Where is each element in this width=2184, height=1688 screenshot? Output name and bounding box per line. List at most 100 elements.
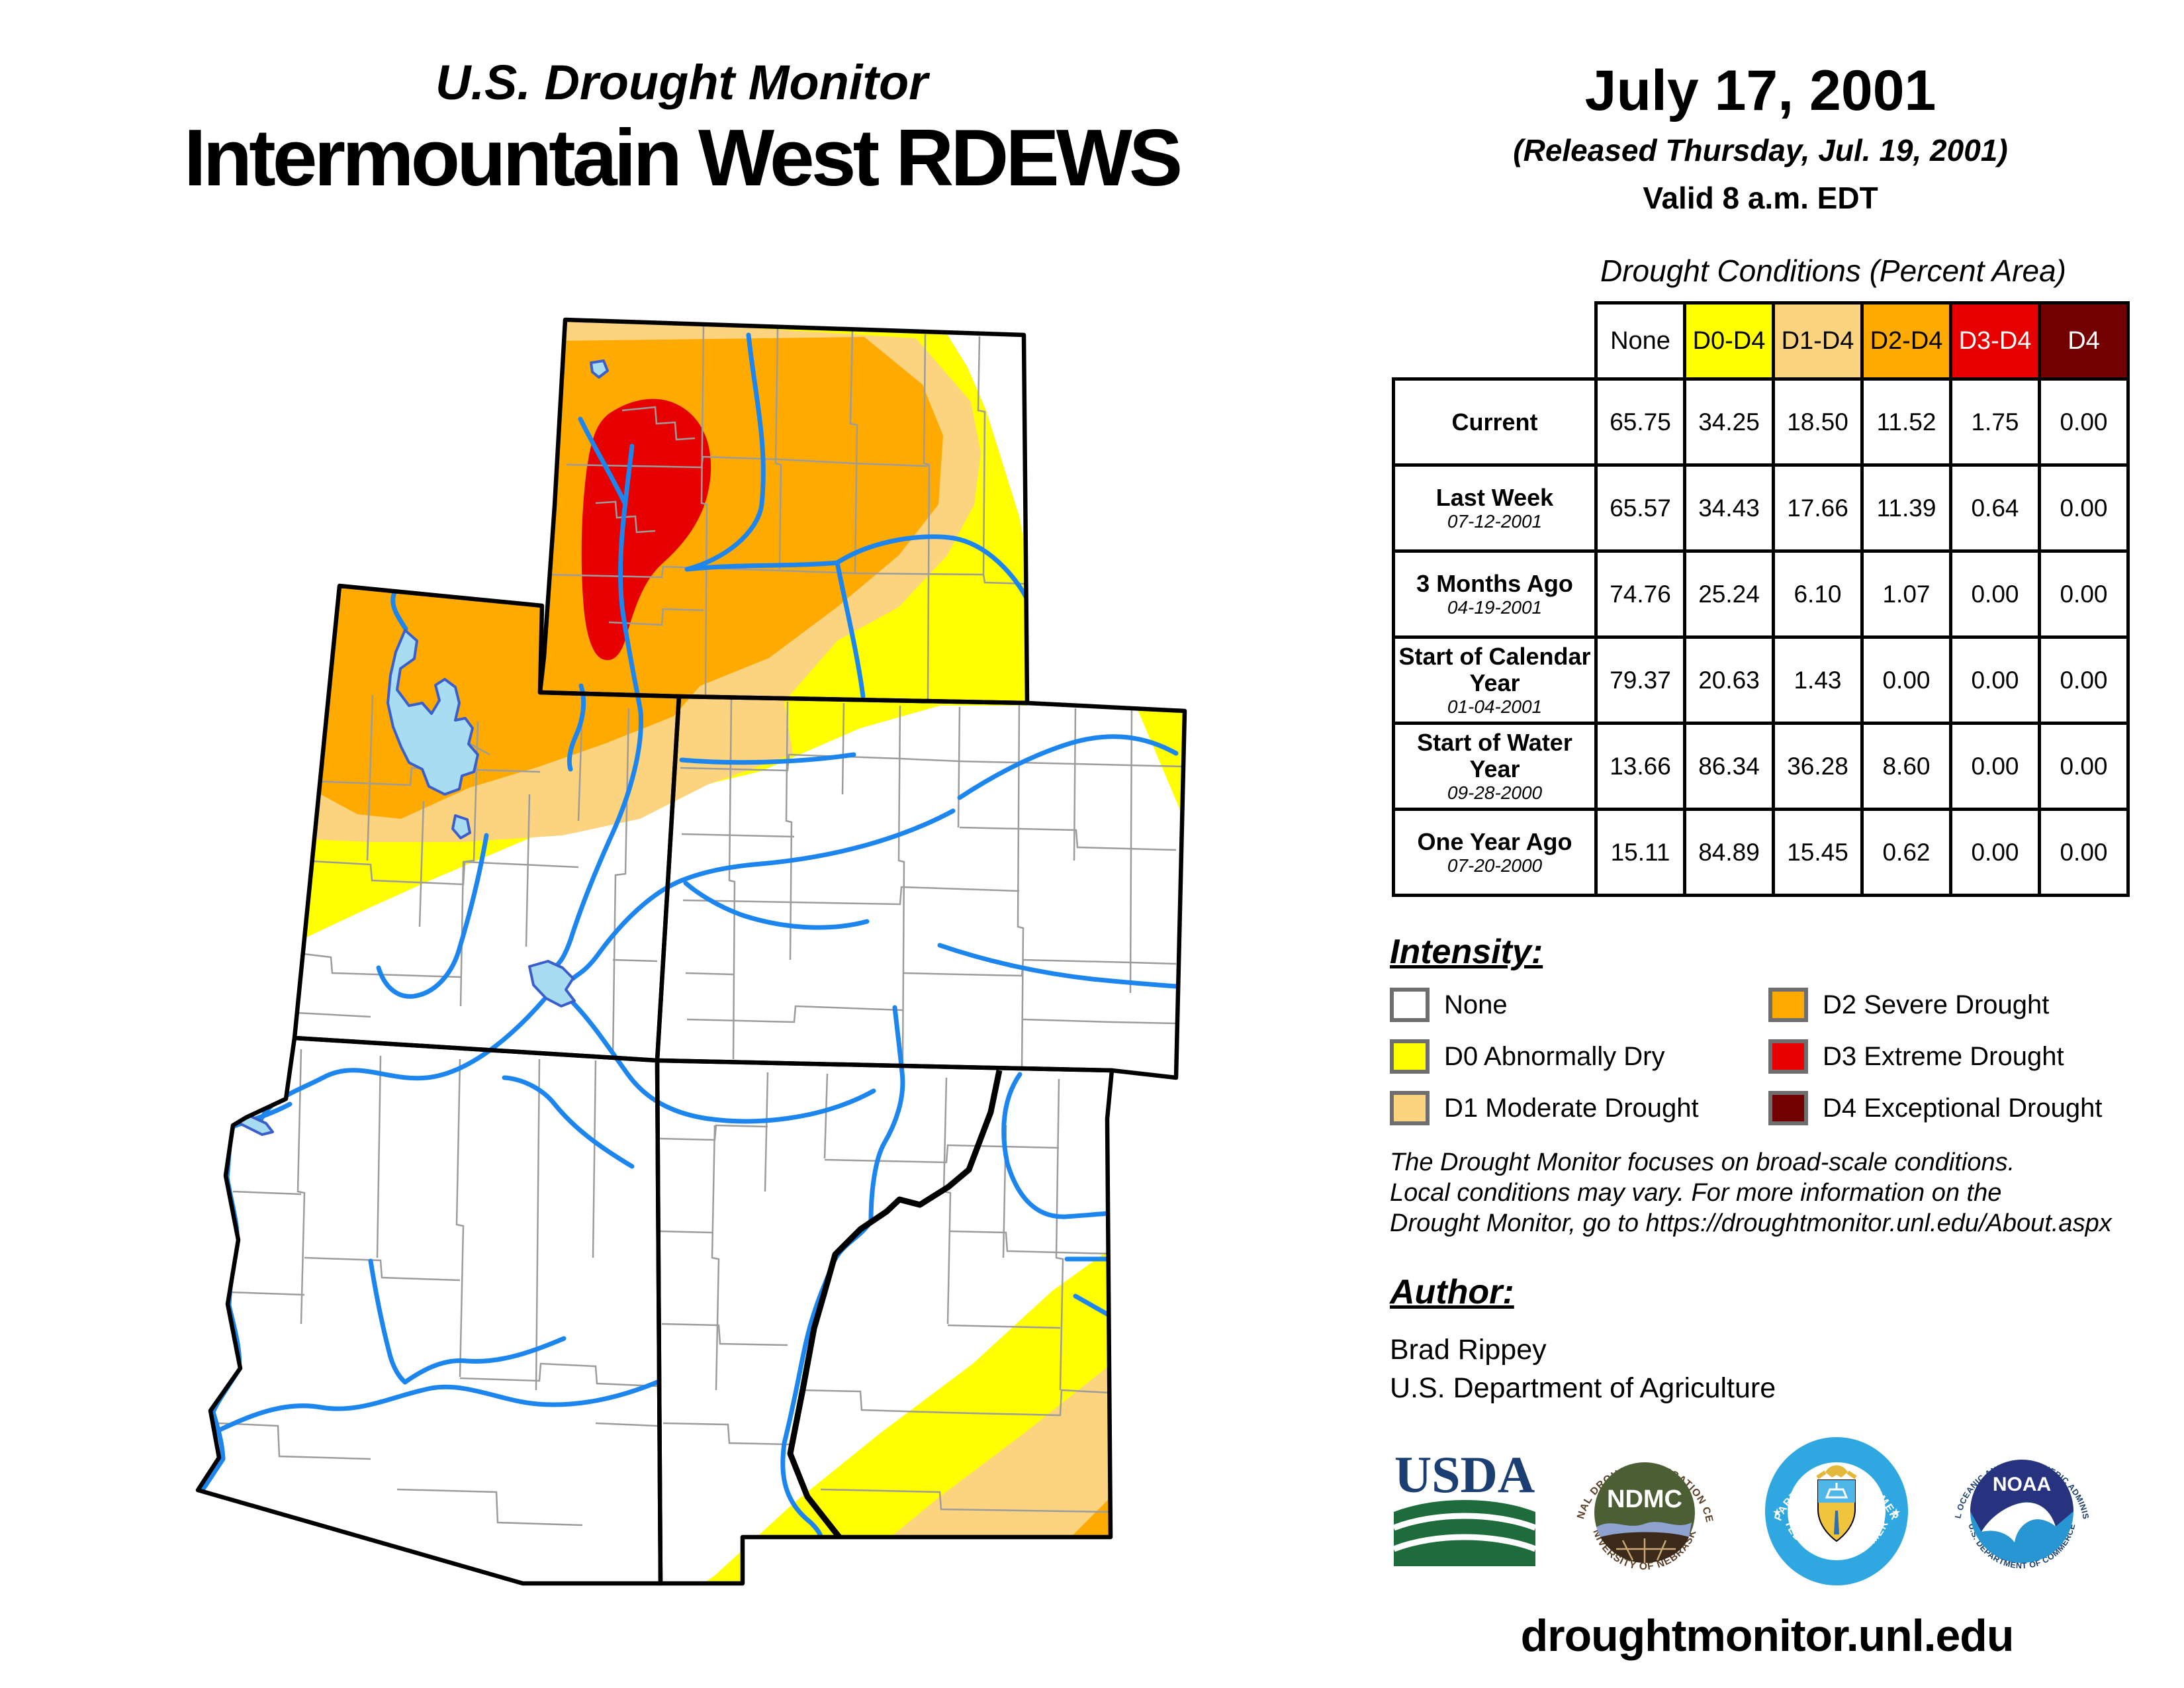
author-heading: Author: — [1390, 1273, 1514, 1311]
col-header-d1-d4: D1-D4 — [1772, 301, 1864, 381]
noaa-seagull — [1981, 1502, 2056, 1542]
legend-item-none: None — [1390, 988, 1508, 1022]
legend-swatch-d2 — [1768, 988, 1808, 1022]
table-row: Start of Water Year 09-28-2000 13.66 86.3… — [1392, 722, 2130, 811]
legend-swatch-d3 — [1768, 1039, 1808, 1074]
usda-logo: USDA — [1392, 1448, 1537, 1566]
legend-item-d0: D0 Abnormally Dry — [1390, 1039, 1664, 1074]
cell-value: 0.00 — [2038, 377, 2130, 467]
row-label: 3 Months Ago 04-19-2001 — [1392, 549, 1598, 639]
river-green — [552, 444, 643, 970]
river-salt — [402, 1336, 567, 1385]
table-header-row: None D0-D4 D1-D4 D2-D4 D3-D4 D4 — [1393, 301, 2130, 381]
cell-value: 8.60 — [1860, 722, 1952, 811]
legend-item-d3: D3 Extreme Drought — [1768, 1039, 2064, 1074]
doc-eagle — [1825, 1465, 1848, 1477]
great-salt-lake — [387, 629, 479, 796]
cell-value: 11.52 — [1860, 377, 1952, 467]
legend-item-d2: D2 Severe Drought — [1768, 988, 2049, 1022]
legend-swatch-d4 — [1768, 1091, 1808, 1125]
cell-value: 34.43 — [1683, 463, 1775, 553]
cell-value: 0.00 — [1949, 722, 2041, 811]
col-header-d0-d4: D0-D4 — [1683, 301, 1775, 381]
river-colorado — [570, 808, 956, 981]
cell-value: 34.25 — [1683, 377, 1775, 467]
col-header-d4: D4 — [2038, 301, 2130, 381]
cell-value: 6.10 — [1772, 549, 1864, 639]
cell-value: 1.07 — [1860, 549, 1952, 639]
cell-value: 0.00 — [2038, 549, 2130, 639]
river-arkansas — [937, 943, 1179, 989]
river-little-colorado — [502, 1075, 635, 1169]
cell-value: 11.39 — [1860, 463, 1952, 553]
table-title: Drought Conditions (Percent Area) — [1600, 254, 2066, 288]
cell-value: 79.37 — [1594, 635, 1686, 725]
cell-value: 25.24 — [1683, 549, 1775, 639]
row-label: Last Week 07-12-2001 — [1392, 463, 1598, 553]
col-header-none: None — [1594, 301, 1686, 381]
table-row: One Year Ago 07-20-2000 15.11 84.89 15.45… — [1392, 808, 2130, 897]
cell-value: 0.00 — [2038, 722, 2130, 811]
table-corner-blank — [1393, 303, 1596, 379]
legend-title: Intensity: — [1390, 933, 1543, 971]
footer-url: droughtmonitor.unl.edu — [1520, 1611, 2015, 1661]
author-name: Brad Rippey — [1390, 1334, 1547, 1366]
cell-value: 13.66 — [1594, 722, 1686, 811]
cell-value: 86.34 — [1683, 722, 1775, 811]
cell-value: 15.45 — [1772, 808, 1864, 897]
table-row: Current 65.75 34.25 18.50 11.52 1.75 0.0… — [1392, 377, 2130, 467]
rivers — [198, 332, 1179, 1540]
cell-value: 74.76 — [1594, 549, 1686, 639]
river-sevier — [376, 833, 489, 999]
cell-value: 0.00 — [2038, 808, 2130, 897]
cell-value: 65.57 — [1594, 463, 1686, 553]
river-yampa — [679, 752, 856, 765]
cell-value: 36.28 — [1772, 722, 1864, 811]
lakes — [230, 359, 609, 1136]
department-of-commerce-seal: DEPARTMENT OF COMMERCE UNITED STATES OF … — [1762, 1436, 1908, 1585]
region-title: Intermountain West RDEWS — [183, 113, 1183, 203]
lake-powell — [528, 960, 576, 1008]
cell-value: 0.00 — [1949, 635, 2041, 725]
cell-value: 17.66 — [1772, 463, 1864, 553]
table-row: Start of Calendar Year 01-04-2001 79.37 2… — [1392, 635, 2130, 725]
cell-value: 1.43 — [1772, 635, 1864, 725]
legend-swatch-none — [1390, 988, 1430, 1022]
cell-value: 15.11 — [1594, 808, 1686, 897]
table-row: 3 Months Ago 04-19-2001 74.76 25.24 6.10 … — [1392, 549, 2130, 639]
ndmc-acronym: NDMC — [1607, 1485, 1682, 1513]
cell-value: 0.00 — [1949, 549, 2041, 639]
report-title: U.S. Drought Monitor — [435, 55, 928, 110]
release-date: (Released Thursday, Jul. 19, 2001) — [1513, 133, 2008, 167]
river-south-platte — [957, 734, 1179, 800]
cell-value: 20.63 — [1683, 635, 1775, 725]
table-row: Last Week 07-12-2001 65.57 34.43 17.66 11… — [1392, 463, 2130, 553]
cell-value: 0.62 — [1860, 808, 1952, 897]
boysen-reservoir — [590, 359, 609, 379]
row-label: Current — [1392, 377, 1598, 467]
row-label: One Year Ago 07-20-2000 — [1392, 808, 1598, 897]
cell-value: 18.50 — [1772, 377, 1864, 467]
cell-value: 84.89 — [1683, 808, 1775, 897]
usda-wordmark: USDA — [1394, 1448, 1535, 1503]
disclaimer-line: The Drought Monitor focuses on broad-sca… — [1390, 1149, 2015, 1176]
ndmc-logo: NATIONAL DROUGHT MITIGATION CENTER UNIVE… — [1570, 1438, 1717, 1585]
map-date: July 17, 2001 — [1584, 59, 1936, 122]
utah-lake — [451, 814, 471, 839]
cell-value: 0.00 — [2038, 463, 2130, 553]
legend-swatch-d1 — [1390, 1091, 1430, 1125]
row-label: Start of Calendar Year 01-04-2001 — [1392, 635, 1598, 725]
col-header-d2-d4: D2-D4 — [1860, 301, 1952, 381]
legend-item-d1: D1 Moderate Drought — [1390, 1091, 1699, 1125]
noaa-logo: NATIONAL OCEANIC AND ATMOSPHERIC ADMINIS… — [1950, 1439, 2093, 1582]
cell-value: 0.00 — [1949, 808, 2041, 897]
drought-conditions-table: None D0-D4 D1-D4 D2-D4 D3-D4 D4 Current … — [1392, 301, 2130, 897]
river-verde — [368, 1258, 408, 1385]
noaa-sky — [1970, 1460, 2073, 1532]
noaa-acronym: NOAA — [1993, 1474, 2051, 1495]
cell-value: 0.00 — [1860, 635, 1952, 725]
cell-value: 65.75 — [1594, 377, 1686, 467]
doc-lighthouse — [1834, 1511, 1839, 1534]
svg-text:★: ★ — [1772, 1507, 1782, 1519]
